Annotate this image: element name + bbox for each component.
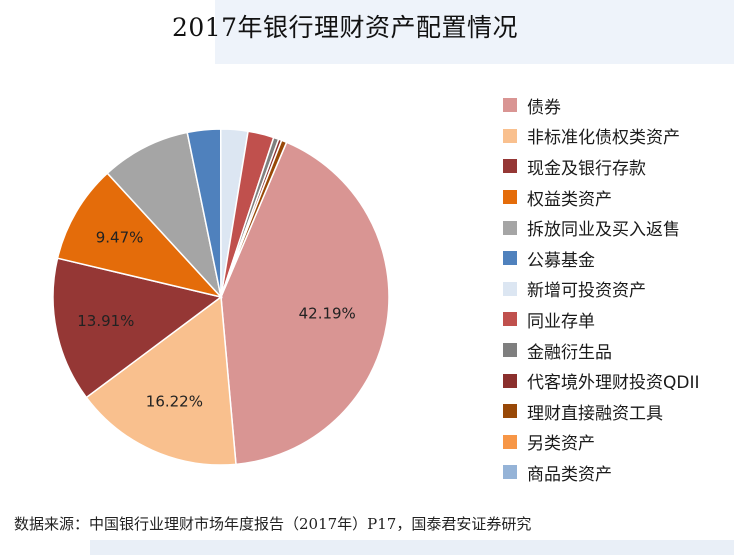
legend-swatch xyxy=(503,98,517,113)
legend-label: 拆放同业及买入返售 xyxy=(527,220,680,241)
legend-item: 现金及银行存款 xyxy=(503,151,700,182)
slice-data-label: 16.22% xyxy=(146,392,203,410)
legend-item: 拆放同业及买入返售 xyxy=(503,212,700,243)
legend-label: 理财直接融资工具 xyxy=(527,403,663,424)
source-note: 数据来源：中国银行业理财市场年度报告（2017年）P17，国泰君安证券研究 xyxy=(14,515,532,533)
pie-slice-1 xyxy=(220,141,390,466)
legend-swatch xyxy=(503,220,517,235)
legend-label: 新增可投资资产 xyxy=(527,281,646,302)
legend-item: 理财直接融资工具 xyxy=(503,396,700,427)
legend-item: 金融衍生品 xyxy=(503,335,700,366)
legend-item: 代客境外理财投资QDII xyxy=(503,365,700,396)
legend-item: 商品类资产 xyxy=(503,457,700,488)
legend-swatch xyxy=(503,251,517,266)
legend-label: 同业存单 xyxy=(527,311,595,332)
legend-label: 另类资产 xyxy=(527,434,595,455)
legend-item: 债券 xyxy=(503,90,700,121)
legend-label: 公募基金 xyxy=(527,250,595,271)
legend-label: 商品类资产 xyxy=(527,464,612,485)
legend-label: 债券 xyxy=(527,97,561,118)
legend-swatch xyxy=(503,373,517,388)
legend-label: 非标准化债权类资产 xyxy=(527,128,680,149)
legend-item: 权益类资产 xyxy=(503,182,700,213)
legend-item: 公募基金 xyxy=(503,243,700,274)
slice-data-label: 42.19% xyxy=(299,305,356,323)
legend-swatch xyxy=(503,465,517,480)
legend-swatch xyxy=(503,312,517,327)
legend-label: 代客境外理财投资QDII xyxy=(527,373,700,394)
legend-label: 现金及银行存款 xyxy=(527,158,646,179)
legend-swatch xyxy=(503,343,517,358)
slice-data-label: 13.91% xyxy=(77,312,134,330)
legend-label: 权益类资产 xyxy=(527,189,612,210)
pie-slice-2 xyxy=(85,295,237,466)
legend-item: 同业存单 xyxy=(503,304,700,335)
legend-item: 另类资产 xyxy=(503,427,700,458)
pie-slice-3 xyxy=(52,257,223,399)
header-background xyxy=(215,0,734,64)
legend-label: 金融衍生品 xyxy=(527,342,612,363)
pie-slice-11 xyxy=(220,139,288,298)
legend-item: 非标准化债权类资产 xyxy=(503,121,700,152)
legend-swatch xyxy=(503,404,517,419)
legend-swatch xyxy=(503,190,517,205)
slice-data-label: 9.47% xyxy=(96,228,144,246)
chart-legend: 债券非标准化债权类资产 现金及银行存款 权益类资产拆放同业及买入返售 公募基金新增可投… xyxy=(503,90,700,488)
pie-slice-4 xyxy=(56,172,224,299)
legend-swatch xyxy=(503,434,517,449)
legend-item: 新增可投资资产 xyxy=(503,274,700,305)
legend-swatch xyxy=(503,281,517,296)
legend-swatch xyxy=(503,128,517,143)
legend-swatch xyxy=(503,159,517,174)
chart-title: 2017年银行理财资产配置情况 xyxy=(171,13,519,42)
pie-slice-5 xyxy=(106,131,223,300)
footer-background xyxy=(90,540,734,555)
